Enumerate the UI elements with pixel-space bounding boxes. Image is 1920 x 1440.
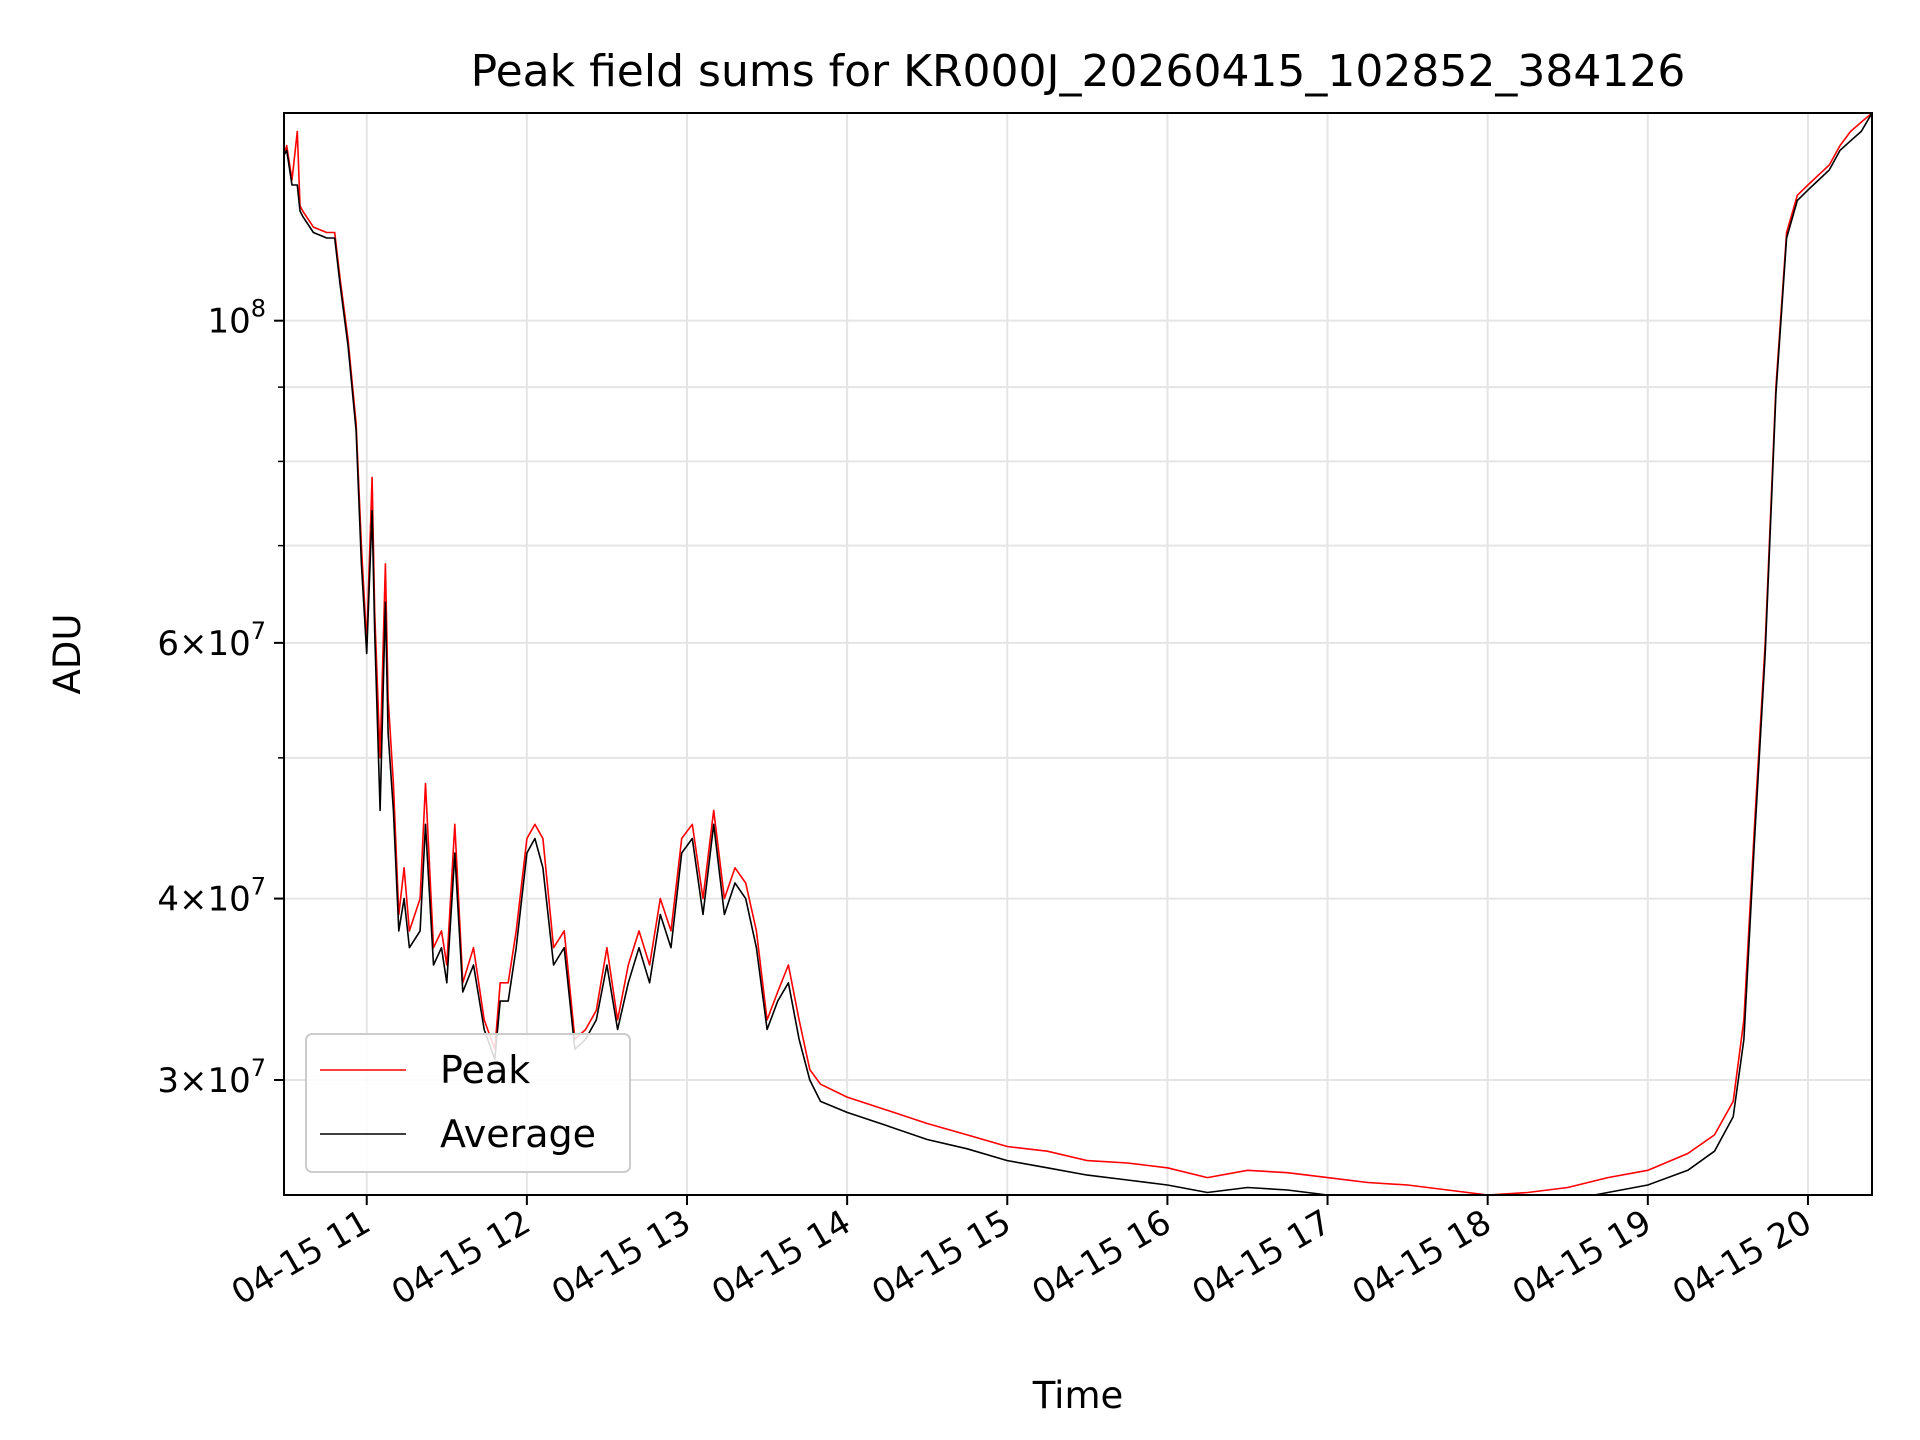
series-line-average	[284, 113, 1872, 1195]
series-layer	[284, 113, 1872, 1195]
legend-label-average: Average	[440, 1112, 596, 1156]
chart-title: Peak field sums for KR000J_20260415_1028…	[471, 46, 1686, 97]
series-line-peak	[284, 113, 1872, 1195]
legend: Peak Average	[305, 1033, 631, 1173]
y-tick-label: 4×107	[157, 873, 266, 920]
plot-frame	[283, 112, 1873, 1196]
grid-lines	[284, 113, 1872, 1195]
y-tick-label: 108	[207, 295, 266, 342]
legend-label-peak: Peak	[440, 1048, 530, 1092]
x-axis-label: Time	[1032, 1374, 1124, 1417]
y-tick-label: 3×107	[157, 1054, 266, 1101]
y-tick-label: 6×107	[157, 617, 266, 664]
legend-box	[305, 1033, 631, 1173]
y-axis-label: ADU	[46, 614, 89, 695]
